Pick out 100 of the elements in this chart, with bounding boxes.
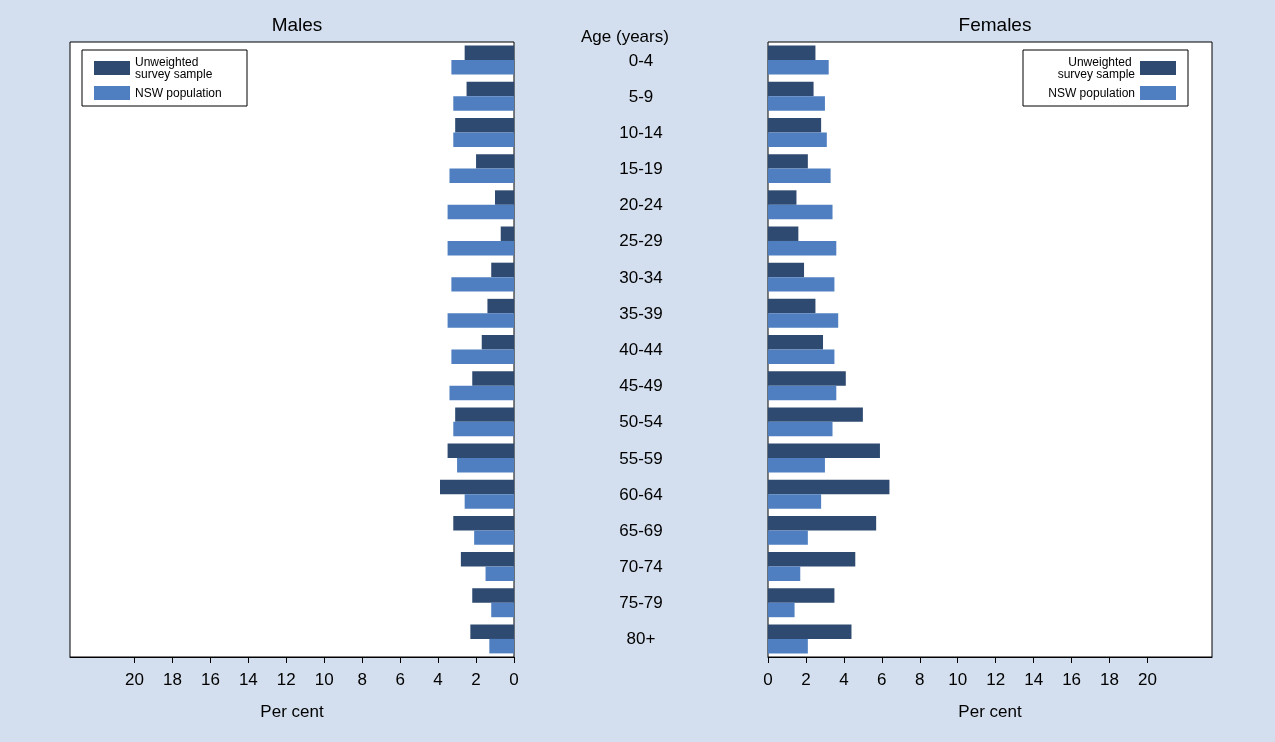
bar [768,204,833,220]
bar [768,154,808,169]
bar [768,168,831,184]
y-tick-label: 40-44 [619,340,663,359]
bar [768,277,835,292]
bar [768,530,808,545]
bar [768,313,839,328]
y-tick-label: 45-49 [619,376,663,396]
x-tick-label: 18 [1100,670,1119,689]
y-tick-label: 65-69 [619,520,663,540]
bar [768,407,863,422]
bar [485,566,514,582]
bar [768,443,880,459]
y-tick-label: 0-4 [628,50,654,70]
y-tick-label: 70-74 [619,557,663,577]
bar [768,349,835,364]
bar [464,45,514,61]
chart-title: Males [271,14,323,35]
bar [472,588,514,603]
bar [453,132,514,147]
y-tick-label: 60-64 [619,484,663,504]
bar [768,515,877,531]
x-tick-label: 18 [163,670,182,689]
y-tick-label: 20-24 [619,195,663,215]
bar [466,81,514,97]
bar [768,45,816,61]
bar [472,371,514,386]
bar [768,458,825,473]
bar [474,530,514,545]
y-tick-label: 35-39 [619,303,663,323]
bar [768,624,852,639]
y-axis-title: Age (years) [581,27,669,46]
bar [768,371,846,386]
bar [449,168,514,184]
x-tick-label: 8 [357,670,367,689]
bar [464,494,514,509]
x-tick-label: 14 [1024,670,1044,689]
bar [453,96,514,111]
bar [768,60,829,75]
y-tick-label: 15-19 [619,159,663,179]
x-tick-label: 6 [877,670,887,689]
bar [453,421,514,437]
bar [453,515,514,531]
bar [495,190,514,205]
bar [476,154,514,169]
x-tick-label: 0 [509,670,519,689]
y-tick-label: 25-29 [619,231,663,251]
bar [768,566,801,582]
x-tick-label: 16 [200,670,220,689]
bar [768,638,808,654]
x-tick-label: 0 [763,670,773,689]
bar [768,385,837,401]
x-tick-label: 4 [839,670,849,689]
bar [768,335,824,350]
y-tick-label: 55-59 [619,448,663,468]
bar [447,313,514,328]
x-tick-label: 10 [948,670,968,689]
bar [457,458,514,473]
bar [489,638,514,654]
x-tick-label: 20 [125,670,144,689]
bar [500,226,514,241]
bar [768,494,822,509]
y-tick-label: 50-54 [619,412,663,432]
bar [491,602,514,618]
bar [451,277,514,292]
bar [768,262,805,278]
bar [440,479,514,495]
x-tick-label: 16 [1062,670,1082,689]
bar [491,262,514,278]
bar [768,479,890,495]
legend-label: NSW population [1048,86,1135,100]
x-tick-label: 2 [471,670,481,689]
bar [768,552,856,567]
x-tick-label: 2 [801,670,811,689]
x-tick-label: 20 [1138,670,1157,689]
bar [449,385,514,401]
bar [455,407,514,422]
y-tick-label: 5-9 [628,86,654,106]
y-tick-label: 30-34 [619,267,663,287]
bar [768,96,825,111]
legend-label: NSW population [135,86,222,100]
bar [447,240,514,256]
bar [768,117,822,133]
y-tick-label: 75-79 [619,593,663,613]
bar [768,190,797,205]
bar [447,204,514,220]
x-tick-label: 6 [395,670,405,689]
x-tick-label: 8 [915,670,925,689]
x-tick-label: 10 [314,670,334,689]
y-tick-label: 10-14 [619,122,663,142]
bar [481,335,514,350]
bar [487,298,514,314]
legend-label: Unweighted survey sample [135,55,213,81]
bar [768,132,827,147]
x-tick-label: 14 [238,670,258,689]
bar [447,443,514,459]
bar [768,298,816,314]
bar [470,624,514,639]
bar [460,552,514,567]
bar [768,81,814,97]
